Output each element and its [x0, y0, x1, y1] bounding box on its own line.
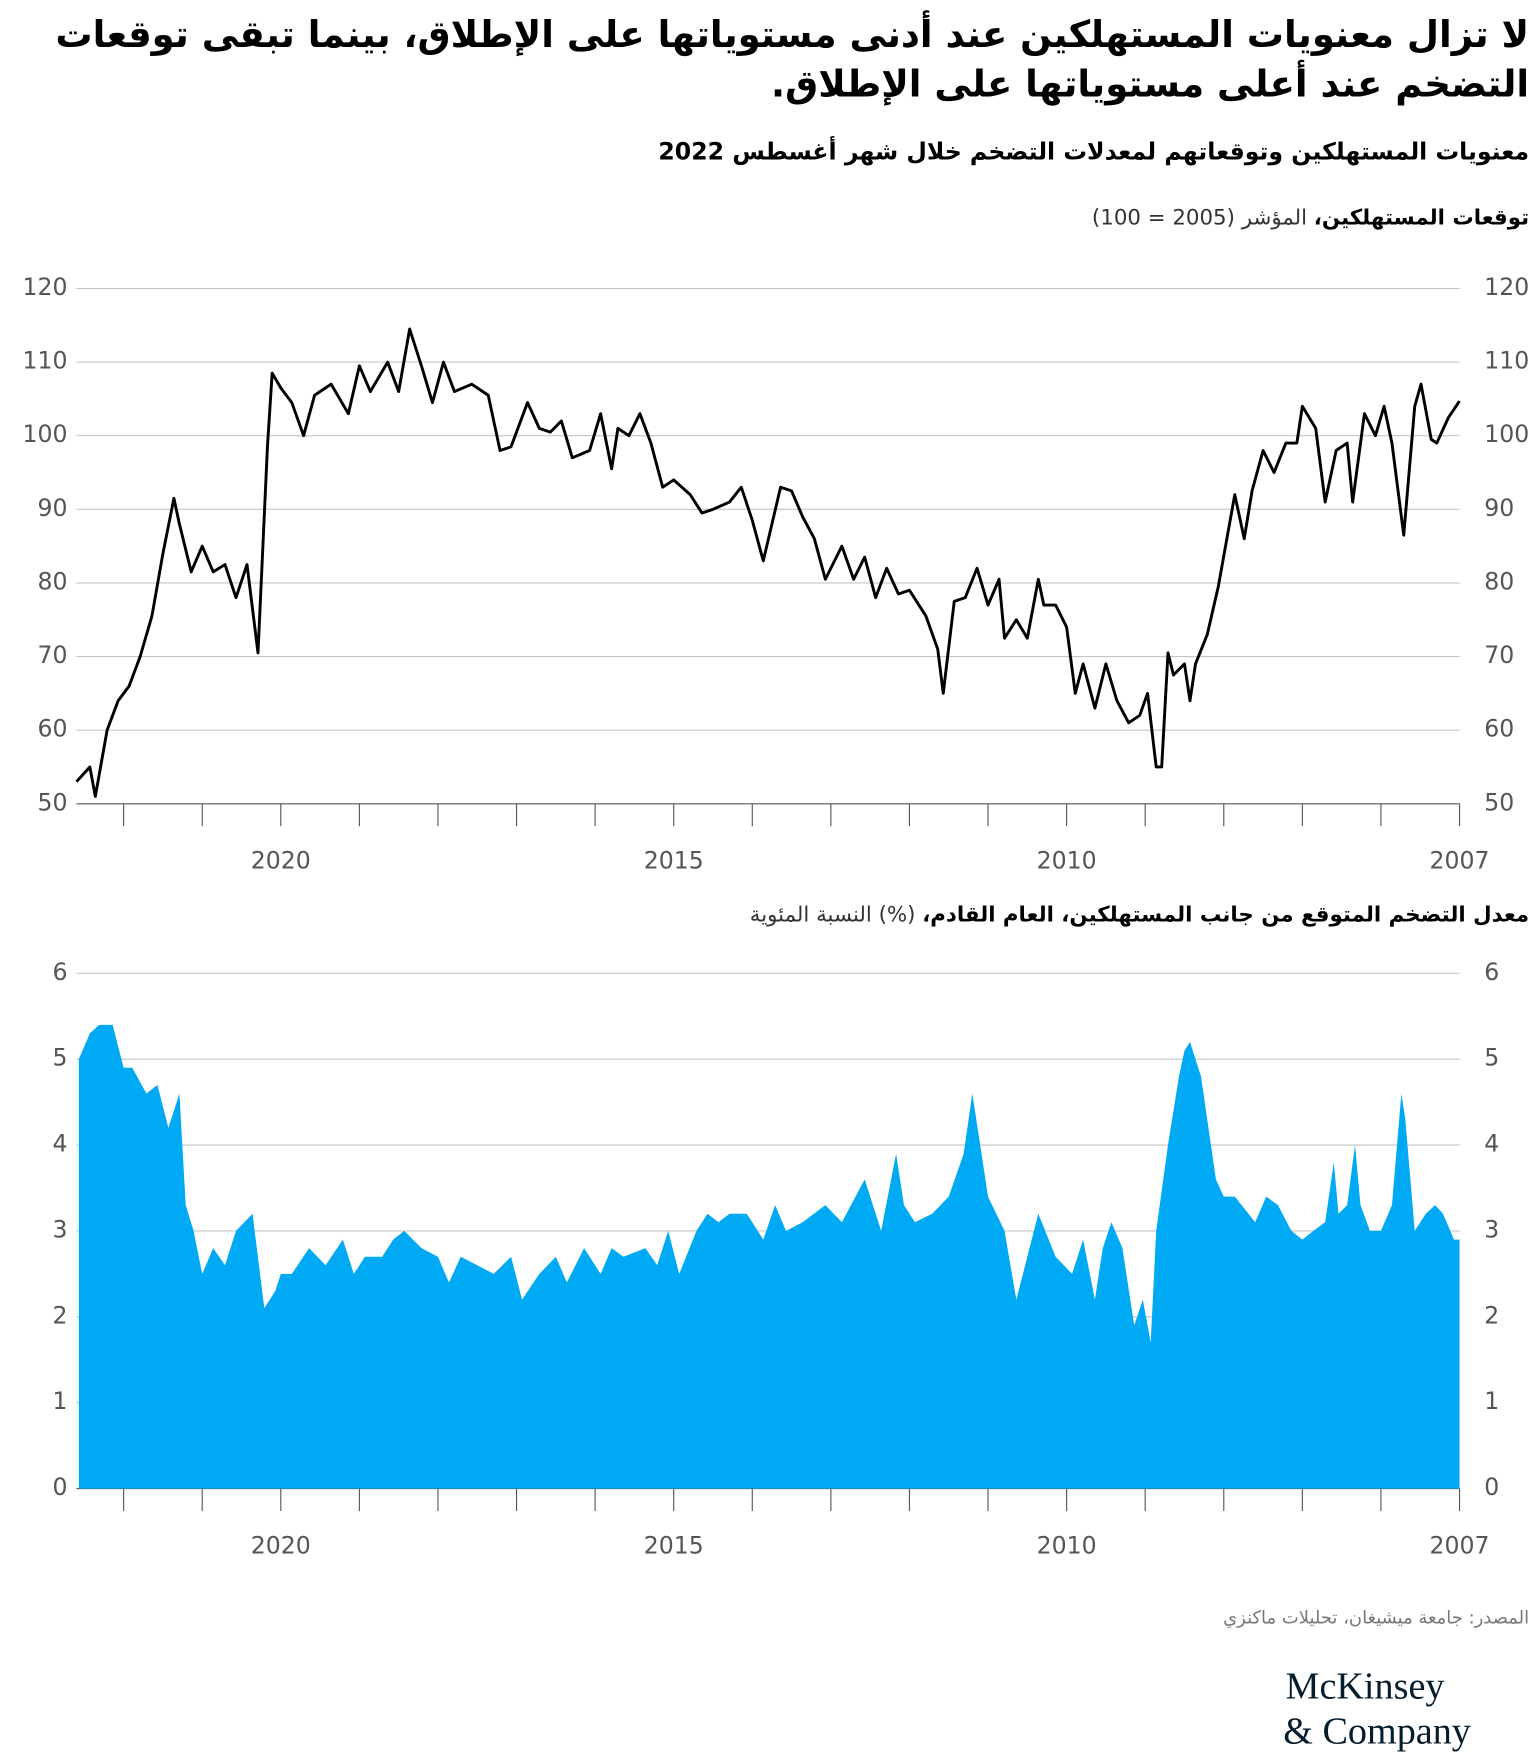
y-tick-label: 50	[1484, 788, 1514, 816]
y-tick-label: 1	[1484, 1387, 1499, 1415]
y-tick-label: 5	[1484, 1044, 1499, 1072]
y-tick-label: 50	[38, 788, 68, 816]
source: المصدر: جامعة ميشيغان، تحليلات ماكنزي	[1223, 1607, 1529, 1628]
y-axis-label: (%) النسبة المئوية	[750, 903, 916, 928]
y-tick-label: 120	[23, 273, 68, 301]
x-tick-label: 2015	[644, 1531, 704, 1559]
y-tick-label: 60	[38, 715, 68, 743]
y-tick-label: 4	[1484, 1130, 1499, 1158]
x-tick-label: 2007	[1430, 1531, 1490, 1559]
y-tick-label: 70	[1484, 641, 1514, 669]
y-tick-label: 80	[38, 567, 68, 595]
y-tick-label: 110	[23, 347, 68, 375]
y-tick-label: 3	[1484, 1215, 1499, 1243]
y-tick-label: 90	[1484, 494, 1514, 522]
y-tick-label: 100	[23, 420, 68, 448]
y-tick-label: 4	[52, 1130, 67, 1158]
y-tick-label: 80	[1484, 567, 1514, 595]
x-tick-label: 2020	[251, 847, 311, 875]
logo: McKinsey	[1286, 1666, 1445, 1708]
x-tick-label: 2007	[1430, 847, 1490, 875]
title-line: لا تزال معنويات المستهلكين عند أدنى مستو…	[55, 10, 1529, 56]
y-tick-label: 6	[1484, 958, 1499, 986]
y-tick-label: 2	[1484, 1301, 1499, 1329]
y-tick-label: 110	[1484, 347, 1529, 375]
logo: & Company	[1283, 1710, 1471, 1752]
area-series	[78, 1024, 1460, 1489]
y-tick-label: 0	[52, 1473, 67, 1501]
y-axis-label: معدل التضخم المتوقع من جانب المستهلكين، …	[922, 903, 1529, 928]
x-tick-label: 2010	[1037, 1531, 1097, 1559]
y-tick-label: 3	[52, 1215, 67, 1243]
y-tick-label: 5	[52, 1044, 67, 1072]
y-tick-label: 6	[52, 958, 67, 986]
y-tick-label: 90	[38, 494, 68, 522]
line-series	[75, 327, 1461, 798]
y-tick-label: 0	[1484, 1473, 1499, 1501]
title-line: التضخم عند أعلى مستوياتها على الإطلاق.	[771, 60, 1529, 106]
x-tick-label: 2010	[1037, 847, 1097, 875]
y-tick-label: 2	[52, 1301, 67, 1329]
y-axis-label: المؤشر (2005 = 100)	[1092, 206, 1307, 231]
y-tick-label: 70	[38, 641, 68, 669]
x-tick-label: 2015	[644, 847, 704, 875]
subtitle: معنويات المستهلكين وتوقعاتهم لمعدلات الت…	[658, 135, 1529, 165]
x-tick-label: 2020	[251, 1531, 311, 1559]
y-tick-label: 1	[52, 1387, 67, 1415]
y-tick-label: 60	[1484, 715, 1514, 743]
y-tick-label: 120	[1484, 273, 1529, 301]
y-axis-label: توقعات المستهلكين،	[1314, 206, 1529, 231]
y-tick-label: 100	[1484, 420, 1529, 448]
